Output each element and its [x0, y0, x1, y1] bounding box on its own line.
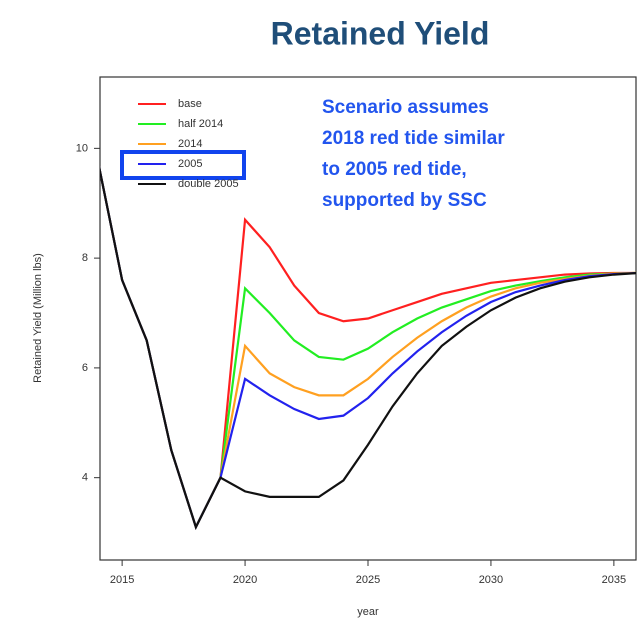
y-axis-label: Retained Yield (Million lbs): [32, 253, 44, 383]
annotation-line: to 2005 red tide,: [322, 159, 467, 180]
legend-label: base: [178, 98, 202, 110]
legend-label: 2005: [178, 158, 202, 170]
annotation-line: 2018 red tide similar: [322, 128, 505, 149]
chart-title: Retained Yield: [271, 15, 490, 51]
x-tick-label: 2015: [110, 574, 134, 586]
x-tick-label: 2020: [233, 574, 257, 586]
legend-highlight: [120, 150, 246, 180]
x-tick-label: 2030: [479, 574, 503, 586]
legend-label: 2014: [178, 138, 202, 150]
x-tick-label: 2035: [602, 574, 626, 586]
legend-label: double 2005: [178, 178, 239, 190]
annotation-line: Scenario assumes: [322, 97, 489, 118]
series-line: [100, 165, 636, 530]
annotation-line: supported by SSC: [322, 190, 487, 211]
x-tick-label: 2025: [356, 574, 380, 586]
y-tick-label: 6: [82, 362, 88, 374]
y-tick-label: 10: [76, 142, 88, 154]
legend-label: half 2014: [178, 118, 223, 130]
y-tick-label: 4: [82, 472, 88, 484]
x-axis-label: year: [357, 606, 379, 618]
annotation: Scenario assumes 2018 red tide similar to …: [322, 97, 505, 211]
y-tick-label: 8: [82, 252, 88, 264]
